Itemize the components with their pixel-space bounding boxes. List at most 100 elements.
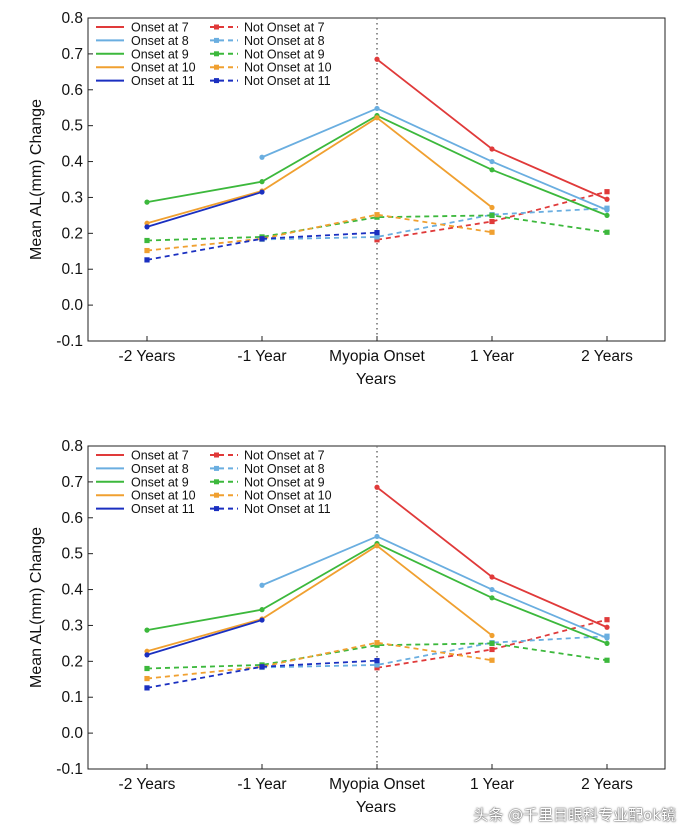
data-point-onset-at-9: [489, 595, 495, 601]
legend-label: Onset at 9: [131, 47, 189, 61]
y-tick-label: 0.3: [61, 617, 83, 634]
data-point-not-onset-at-11: [144, 685, 150, 691]
legend-marker: [214, 479, 219, 485]
x-tick-label: Myopia Onset: [329, 776, 425, 793]
legend-label: Not Onset at 10: [244, 61, 332, 75]
watermark-text: 头条 @千里目眼科专业配ok镜: [473, 806, 676, 824]
y-tick-label: -0.1: [56, 333, 83, 350]
x-axis-title: Years: [356, 371, 396, 388]
data-point-not-onset-at-8: [374, 662, 380, 668]
legend-label: Not Onset at 8: [244, 34, 325, 48]
x-axis-title: Years: [356, 799, 396, 816]
data-point-onset-at-11: [144, 652, 150, 658]
series-line-onset-at-10: [146, 116, 493, 225]
data-point-onset-at-8: [374, 533, 380, 540]
y-tick-label: 0.1: [61, 261, 83, 278]
data-point-not-onset-at-7: [604, 617, 610, 623]
data-point-not-onset-at-11: [144, 257, 150, 263]
legend-label: Onset at 11: [131, 74, 195, 88]
legend-label: Not Onset at 8: [244, 462, 325, 476]
data-point-not-onset-at-10: [489, 229, 495, 235]
chart-top: -0.1 0.0 0.1 0.2 0.3 0.4 0.5 0.6 0.7 0.8 -2 Years -…: [28, 10, 666, 388]
series-line-not-onset-at-8: [261, 635, 608, 669]
series-line-onset-at-7: [376, 58, 608, 201]
y-tick-label: 0.2: [61, 225, 83, 242]
data-point-onset-at-11: [259, 617, 265, 623]
series-line-onset-at-9: [146, 114, 608, 217]
data-point-onset-at-9: [144, 627, 150, 633]
y-tick-label: -0.1: [56, 761, 83, 778]
data-point-not-onset-at-9: [144, 665, 150, 672]
series-line-not-onset-at-7: [376, 190, 608, 241]
data-point-not-onset-at-7: [489, 218, 495, 225]
series-line-not-onset-at-10: [146, 213, 493, 252]
y-tick-label: 0.3: [61, 189, 83, 206]
legend-label: Not Onset at 7: [244, 449, 325, 463]
legend-label: Onset at 7: [131, 21, 189, 35]
legend-marker: [214, 78, 219, 84]
y-tick-label: 0.1: [61, 689, 83, 706]
data-point-onset-at-7: [374, 56, 380, 62]
data-point-not-onset-at-8: [374, 234, 380, 240]
chart-bottom: -0.1 0.0 0.1 0.2 0.3 0.4 0.5 0.6 0.7 0.8 -2 Years -…: [28, 438, 666, 816]
data-point-onset-at-9: [259, 607, 265, 613]
series-line-onset-at-9: [146, 542, 608, 645]
series-line-onset-at-11: [146, 191, 263, 228]
data-point-not-onset-at-10: [144, 247, 150, 254]
y-tick-label: 0.6: [61, 82, 83, 99]
data-point-onset-at-10: [374, 115, 380, 121]
legend-label: Onset at 11: [131, 502, 195, 516]
series-line-not-onset-at-11: [146, 231, 378, 261]
data-point-not-onset-at-11: [259, 236, 265, 242]
data-point-not-onset-at-9: [604, 229, 610, 235]
series-line-not-onset-at-8: [261, 207, 608, 241]
x-tick-label: 1 Year: [470, 348, 514, 365]
data-point-onset-at-10: [144, 648, 150, 654]
data-point-onset-at-10: [489, 632, 495, 639]
data-point-onset-at-9: [144, 199, 150, 205]
data-point-onset-at-7: [604, 196, 610, 202]
legend-marker: [214, 37, 219, 43]
legend-label: Not Onset at 10: [244, 489, 332, 503]
y-tick-label: 0.8: [61, 438, 83, 455]
series-line-onset-at-10: [146, 544, 493, 653]
legend-marker: [214, 64, 219, 70]
x-tick-label: -2 Years: [119, 776, 176, 793]
series-line-not-onset-at-9: [146, 642, 608, 670]
y-tick-label: 0.2: [61, 653, 83, 670]
data-point-onset-at-8: [604, 635, 610, 641]
y-tick-label: 0.7: [61, 474, 83, 491]
series-line-onset-at-8: [261, 107, 608, 211]
data-point-onset-at-10: [374, 543, 380, 549]
data-point-onset-at-7: [604, 624, 610, 630]
data-point-onset-at-7: [489, 574, 495, 580]
legend-label: Not Onset at 9: [244, 47, 325, 61]
series-line-not-onset-at-10: [146, 641, 493, 680]
series-line-not-onset-at-7: [376, 618, 608, 669]
x-tick-label: 1 Year: [470, 776, 514, 793]
data-point-onset-at-9: [604, 640, 610, 646]
y-tick-label: 0.6: [61, 510, 83, 527]
series-line-not-onset-at-11: [146, 659, 378, 689]
data-point-onset-at-8: [489, 586, 495, 593]
y-tick-label: 0.7: [61, 46, 83, 63]
legend-marker: [214, 51, 219, 57]
y-tick-label: 0.4: [61, 154, 83, 171]
series-line-onset-at-7: [376, 486, 608, 629]
y-axis-title: Mean AL(mm) Change: [28, 527, 45, 688]
legend-label: Onset at 9: [131, 475, 189, 489]
data-point-not-onset-at-9: [144, 237, 150, 244]
series-line-onset-at-11: [146, 619, 263, 656]
x-tick-label: -1 Year: [237, 776, 286, 793]
legend-label: Onset at 10: [131, 61, 196, 75]
data-point-not-onset-at-9: [489, 640, 495, 646]
data-point-onset-at-8: [489, 158, 495, 165]
data-point-onset-at-10: [144, 220, 150, 226]
legend-label: Onset at 10: [131, 489, 196, 503]
data-point-not-onset-at-10: [374, 640, 380, 646]
legend-marker: [214, 24, 219, 30]
data-point-onset-at-7: [374, 484, 380, 490]
data-point-not-onset-at-10: [144, 675, 150, 682]
y-tick-label: 0.0: [61, 725, 83, 742]
y-tick-label: 0.8: [61, 10, 83, 27]
